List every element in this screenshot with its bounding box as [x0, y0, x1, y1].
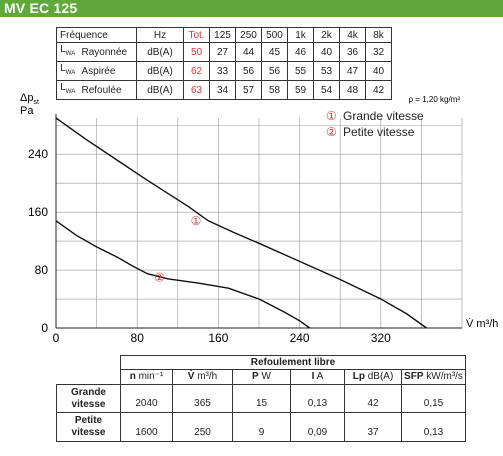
band-500: 500	[261, 27, 288, 43]
col-speed: n min⁻¹	[120, 369, 173, 385]
y-axis-unit: Pa	[20, 105, 34, 117]
table-cell: 40	[365, 61, 392, 81]
band-4k: 4k	[339, 27, 366, 43]
table-cell: 36	[339, 42, 366, 62]
hz-label: Hz	[136, 27, 184, 43]
table-cell: 0,09	[290, 412, 345, 442]
row-total: 62	[183, 61, 210, 81]
table-cell: 33	[209, 61, 236, 81]
table-cell: 365	[172, 384, 233, 413]
series-line-1	[55, 117, 427, 329]
table-cell: 55	[287, 61, 314, 81]
lwa-symbol: LWA	[56, 42, 79, 62]
table-cell: 46	[287, 42, 314, 62]
table-cell: 40	[313, 42, 340, 62]
y-axis-label: Δpst	[20, 92, 39, 106]
col-sfp: SFP kW/m³/s	[401, 369, 466, 385]
noise-table: Fréquence Hz Tot. 125 250 500 1k 2k 4k 8…	[56, 27, 392, 100]
table-cell: 56	[261, 61, 288, 81]
legend-marker: ②	[326, 125, 337, 139]
perf-row-grande: Grande vitesse 2040 365 15 0,13 42 0,15	[56, 384, 466, 413]
table-cell: 27	[209, 42, 236, 62]
legend-label: Petite vitesse	[343, 125, 415, 139]
band-250: 250	[235, 27, 262, 43]
col-power: P W	[232, 369, 291, 385]
chart-legend: ① Grande vitesse ② Petite vitesse	[326, 109, 424, 139]
row-unit: dB(A)	[136, 61, 184, 81]
table-cell: 32	[365, 42, 392, 62]
table-cell: 0,15	[401, 384, 466, 413]
row-unit: dB(A)	[136, 42, 184, 62]
table-cell: 47	[339, 61, 366, 81]
table-cell: 0,13	[401, 412, 466, 442]
noise-header-row: Fréquence Hz Tot. 125 250 500 1k 2k 4k 8…	[56, 27, 392, 43]
lwa-symbol: LWA	[56, 80, 79, 100]
row-name: Aspirée	[78, 61, 137, 81]
perf-caption: Refoulement libre	[120, 355, 466, 370]
row-label: Grande vitesse	[56, 384, 121, 413]
row-unit: dB(A)	[136, 80, 184, 100]
chart-series: ①②	[55, 117, 427, 329]
col-current: I A	[290, 369, 345, 385]
legend-marker: ①	[326, 109, 337, 123]
legend-label: Grande vitesse	[343, 109, 424, 123]
table-cell: 2040	[120, 384, 173, 413]
total-label: Tot.	[183, 27, 210, 43]
table-cell: 56	[235, 61, 262, 81]
y-tick-label: 160	[28, 205, 48, 219]
density-note: ρ = 1,20 kg/m³	[409, 95, 461, 104]
x-axis-label: V̇ m³/h	[466, 317, 498, 330]
x-tick-label: 320	[371, 331, 391, 345]
series-marker-2: ②	[154, 270, 165, 284]
performance-table: Refoulement libre n min⁻¹ V̇ m³/h P W I …	[56, 355, 466, 442]
y-tick-label: 240	[28, 147, 48, 161]
series-marker-1: ①	[191, 214, 202, 228]
table-cell: 44	[235, 42, 262, 62]
table-cell: 37	[344, 412, 402, 442]
x-tick-label: 240	[290, 331, 310, 345]
band-125: 125	[209, 27, 236, 43]
band-8k: 8k	[365, 27, 392, 43]
table-cell: 1600	[120, 412, 173, 442]
table-cell: 42	[365, 80, 392, 100]
band-1k: 1k	[287, 27, 314, 43]
table-cell: 45	[261, 42, 288, 62]
y-tick-label: 0	[41, 321, 48, 335]
table-cell: 57	[235, 80, 262, 100]
noise-row-rayonnee: LWA Rayonnée dB(A) 50 27 44 45 46 40 36 …	[56, 42, 392, 62]
chart-grid	[55, 114, 463, 329]
row-label: Petite vitesse	[56, 412, 121, 442]
x-tick-label: 160	[208, 331, 228, 345]
table-cell: 58	[261, 80, 288, 100]
row-total: 50	[183, 42, 210, 62]
x-tick-label: 80	[131, 331, 145, 345]
table-cell: 15	[232, 384, 291, 413]
table-cell: 9	[232, 412, 291, 442]
table-cell: 53	[313, 61, 340, 81]
noise-row-refoulee: LWA Refoulée dB(A) 63 34 57 58 59 54 48 …	[56, 80, 392, 100]
axis-ticks: 0 80 160 240 320 0 80 160 240	[28, 147, 391, 345]
band-2k: 2k	[313, 27, 340, 43]
product-title: MV EC 125	[4, 0, 78, 16]
noise-row-aspiree: LWA Aspirée dB(A) 62 33 56 56 55 53 47 4…	[56, 61, 392, 81]
row-name: Rayonnée	[78, 42, 137, 62]
title-bar: MV EC 125	[0, 0, 503, 17]
perf-header-row: n min⁻¹ V̇ m³/h P W I A Lp dB(A) SFP kW/…	[56, 369, 466, 385]
lwa-symbol: LWA	[56, 61, 79, 81]
perf-row-petite: Petite vitesse 1600 250 9 0,09 37 0,13	[56, 412, 466, 442]
table-cell: 0,13	[290, 384, 345, 413]
x-tick-label: 0	[53, 331, 60, 345]
fan-curve-chart: Δpst Pa ρ = 1,20 kg/m³ 0 80 160 240 320 0 80 16…	[20, 92, 498, 345]
table-cell: 42	[344, 384, 402, 413]
table-cell: 250	[172, 412, 233, 442]
series-line-2	[55, 220, 311, 329]
frequency-label: Fréquence	[56, 27, 137, 43]
col-flow: V̇ m³/h	[172, 369, 233, 385]
y-tick-label: 80	[35, 263, 49, 277]
col-sound: Lp dB(A)	[344, 369, 402, 385]
